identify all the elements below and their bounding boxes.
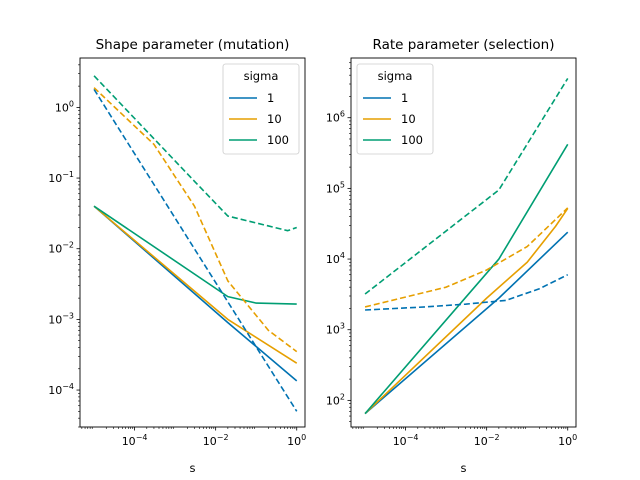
legend-entry-label: 1	[267, 91, 274, 105]
x-tick-label: 10−4	[122, 433, 148, 448]
series-line-dashed-3	[93, 88, 298, 412]
series-group	[93, 75, 298, 412]
x-tick-label: 10−2	[474, 433, 500, 448]
panel-rate-parameter: Rate parameter (selection) s 10−4 10−2 100…	[326, 37, 577, 475]
chart-title: Shape parameter (mutation)	[96, 37, 290, 53]
series-line-dashed-4	[93, 87, 298, 353]
x-axis-label: s	[461, 461, 467, 475]
series-line-solid-0	[93, 205, 298, 382]
legend-entry-label: 100	[267, 133, 289, 147]
legend-entry-label: 10	[401, 112, 416, 126]
plot-frame	[350, 57, 577, 428]
y-tick-label: 10−2	[48, 241, 74, 256]
series-line-solid-2	[93, 205, 297, 305]
x-tick-label: 10−2	[203, 433, 229, 448]
y-tick-label: 105	[326, 180, 345, 195]
series-line-solid-2	[364, 143, 569, 415]
x-tick-label: 100	[287, 433, 306, 448]
plot-frame	[79, 57, 306, 428]
series-line-dashed-5	[93, 75, 298, 232]
legend-title: sigma	[244, 69, 279, 83]
series-line-solid-1	[93, 205, 298, 364]
chart-title: Rate parameter (selection)	[372, 37, 554, 53]
y-tick-label: 10−4	[48, 382, 74, 397]
series-line-dashed-4	[364, 207, 569, 308]
y-tick-label: 10−3	[48, 311, 74, 326]
y-tick-label: 106	[326, 110, 345, 125]
legend-box	[356, 63, 434, 155]
series-group	[364, 77, 569, 415]
series-line-dashed-3	[365, 274, 569, 311]
y-tick-label: 102	[326, 392, 345, 407]
panel-shape-parameter: Shape parameter (mutation) s 10−4 10−2 100…	[48, 37, 306, 475]
legend: sigma 1 10 100	[356, 63, 434, 155]
legend-entry-label: 1	[401, 91, 408, 105]
y-tick-label: 100	[55, 99, 74, 114]
series-line-solid-1	[364, 207, 569, 415]
y-tick-label: 103	[326, 322, 345, 337]
legend: sigma 1 10 100	[222, 63, 300, 155]
series-line-solid-0	[364, 231, 569, 415]
legend-box	[222, 63, 300, 155]
series-line-dashed-5	[364, 77, 569, 295]
y-tick-label: 104	[326, 251, 345, 266]
legend-title: sigma	[378, 69, 413, 83]
legend-entry-label: 10	[267, 112, 282, 126]
x-axis-label: s	[190, 461, 196, 475]
x-tick-label: 10−4	[393, 433, 419, 448]
legend-entry-label: 100	[401, 133, 423, 147]
y-tick-label: 10−1	[48, 170, 74, 185]
x-tick-label: 100	[558, 433, 577, 448]
